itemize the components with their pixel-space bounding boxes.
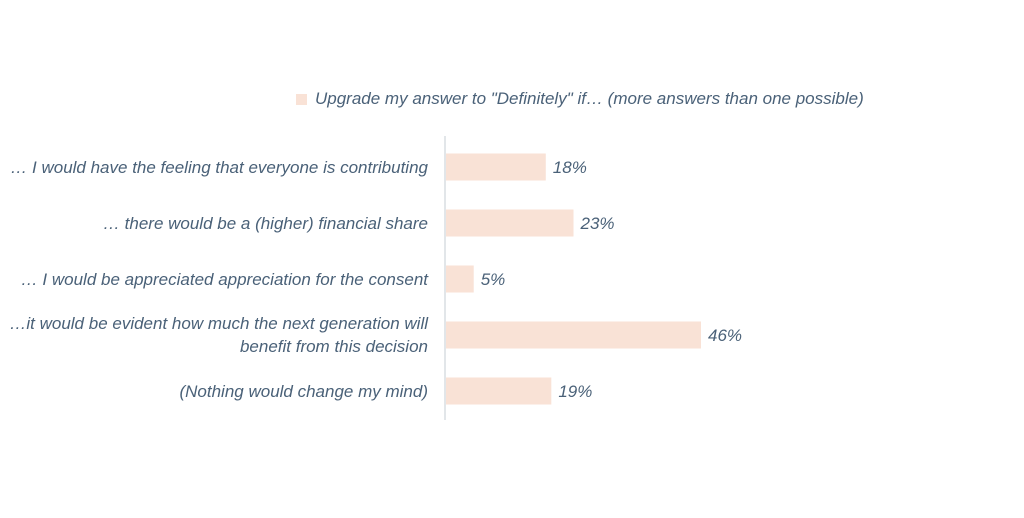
- value-label-3: 46%: [708, 326, 742, 345]
- value-label-4: 19%: [558, 382, 592, 401]
- bar-2: [446, 265, 474, 293]
- category-label-3: …it would be evident how much the next g…: [9, 314, 428, 356]
- category-label-0: … I would have the feeling that everyone…: [10, 157, 428, 177]
- value-label-0: 18%: [553, 158, 587, 177]
- value-label-2: 5%: [481, 270, 506, 289]
- value-label-1: 23%: [580, 214, 615, 233]
- bar-1: [446, 209, 574, 237]
- bar-0: [446, 153, 546, 181]
- bar-4: [446, 377, 552, 405]
- legend-swatch: [296, 93, 307, 105]
- category-label-1: … there would be a (higher) financial sh…: [102, 213, 428, 233]
- category-label-2: … I would be appreciated appreciation fo…: [20, 269, 428, 289]
- category-label-4: (Nothing would change my mind): [179, 381, 428, 401]
- legend: Upgrade my answer to "Definitely" if… (m…: [296, 86, 864, 112]
- legend-label: Upgrade my answer to "Definitely" if… (m…: [315, 89, 864, 108]
- bar-3: [446, 321, 701, 349]
